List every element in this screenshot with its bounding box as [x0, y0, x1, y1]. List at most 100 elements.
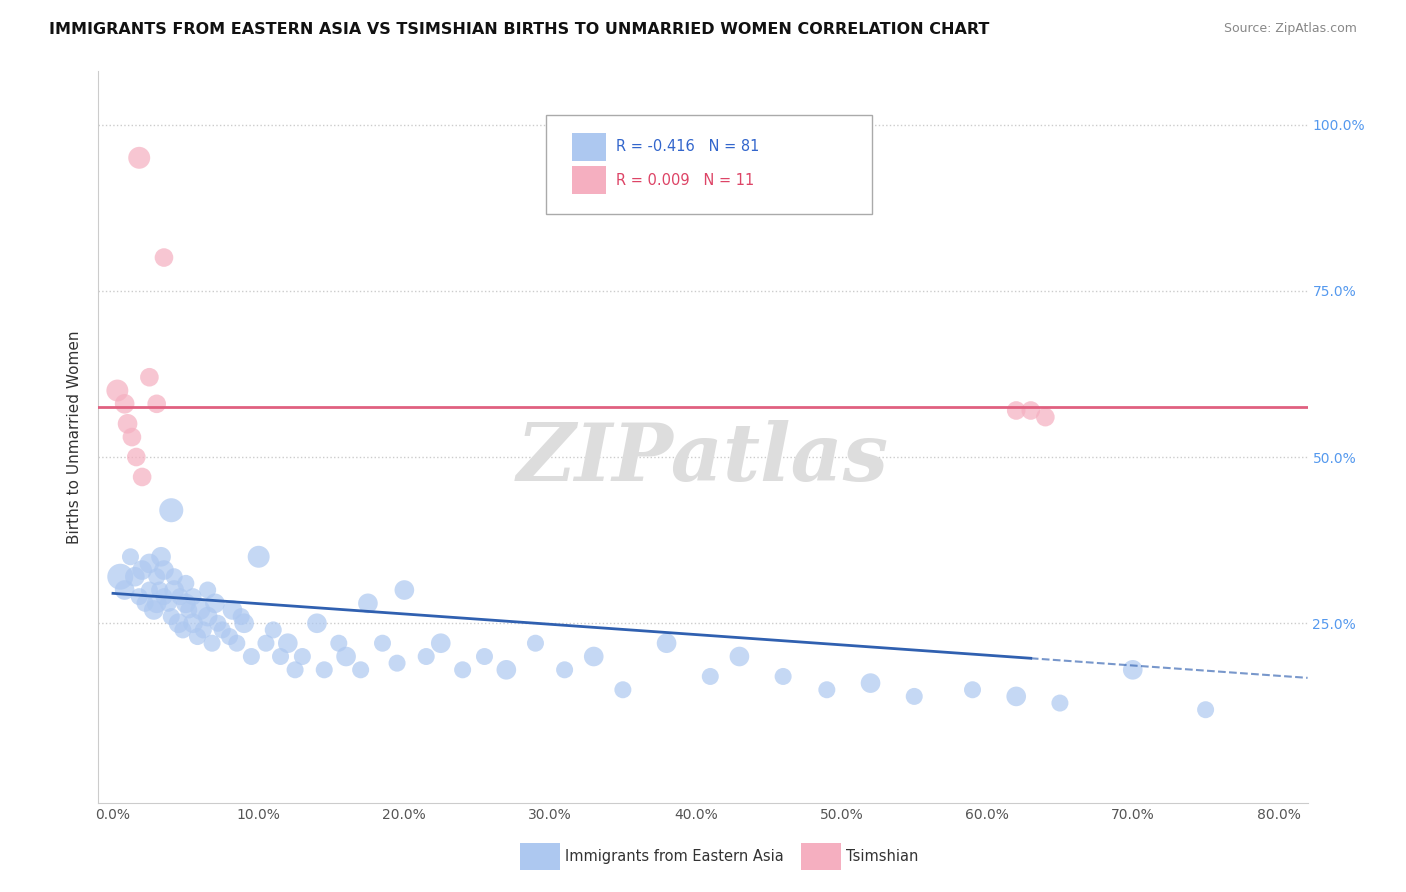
Point	[1122, 663, 1144, 677]
Point	[145, 397, 167, 411]
Point	[1194, 703, 1216, 717]
Point	[190, 603, 212, 617]
Point	[254, 636, 277, 650]
Point	[394, 582, 416, 597]
Point	[231, 609, 253, 624]
Point	[131, 470, 153, 484]
Point	[451, 663, 474, 677]
Point	[160, 609, 183, 624]
Point	[117, 417, 139, 431]
Point	[153, 251, 176, 265]
Text: R = 0.009   N = 11: R = 0.009 N = 11	[616, 173, 754, 188]
Point	[207, 616, 229, 631]
Point	[145, 596, 167, 610]
Point	[277, 636, 299, 650]
Point	[181, 590, 204, 604]
Point	[197, 609, 219, 624]
Point	[221, 603, 243, 617]
Point	[262, 623, 284, 637]
Point	[291, 649, 314, 664]
Point	[335, 649, 357, 664]
FancyBboxPatch shape	[572, 133, 606, 161]
Point	[524, 636, 547, 650]
Point	[218, 630, 240, 644]
Point	[153, 590, 176, 604]
Point	[554, 663, 576, 677]
Point	[121, 430, 143, 444]
Point	[197, 582, 219, 597]
Point	[328, 636, 350, 650]
Point	[160, 503, 183, 517]
Point	[167, 616, 190, 631]
Point	[284, 663, 307, 677]
Point	[233, 616, 256, 631]
Point	[385, 656, 408, 670]
Point	[150, 549, 173, 564]
Text: R = -0.416   N = 81: R = -0.416 N = 81	[616, 139, 759, 154]
Point	[142, 603, 165, 617]
Text: Source: ZipAtlas.com: Source: ZipAtlas.com	[1223, 22, 1357, 36]
Point	[128, 590, 150, 604]
Point	[1005, 403, 1028, 417]
Point	[163, 582, 186, 597]
Point	[1033, 410, 1056, 425]
Point	[172, 623, 194, 637]
Point	[655, 636, 678, 650]
Point	[314, 663, 336, 677]
Point	[125, 450, 148, 464]
Point	[305, 616, 328, 631]
Point	[415, 649, 437, 664]
Point	[157, 596, 180, 610]
FancyBboxPatch shape	[546, 115, 872, 214]
Point	[240, 649, 263, 664]
Point	[177, 603, 200, 617]
Point	[186, 630, 208, 644]
Point	[110, 570, 132, 584]
Point	[1049, 696, 1071, 710]
Point	[174, 576, 197, 591]
Point	[350, 663, 373, 677]
Point	[181, 616, 204, 631]
Point	[270, 649, 292, 664]
Point	[114, 397, 136, 411]
FancyBboxPatch shape	[572, 167, 606, 194]
Point	[962, 682, 984, 697]
Point	[1005, 690, 1028, 704]
Text: IMMIGRANTS FROM EASTERN ASIA VS TSIMSHIAN BIRTHS TO UNMARRIED WOMEN CORRELATION : IMMIGRANTS FROM EASTERN ASIA VS TSIMSHIA…	[49, 22, 990, 37]
Point	[474, 649, 496, 664]
Point	[225, 636, 247, 650]
Point	[145, 570, 167, 584]
Point	[903, 690, 925, 704]
Point	[131, 563, 153, 577]
Point	[128, 151, 150, 165]
Point	[174, 596, 197, 610]
Point	[357, 596, 380, 610]
Y-axis label: Births to Unmarried Women: Births to Unmarried Women	[67, 330, 83, 544]
Point	[582, 649, 605, 664]
Point	[859, 676, 882, 690]
Point	[247, 549, 270, 564]
Point	[114, 582, 136, 597]
Point	[193, 623, 215, 637]
Point	[699, 669, 721, 683]
Point	[612, 682, 634, 697]
Point	[204, 596, 226, 610]
Text: Tsimshian: Tsimshian	[846, 849, 918, 863]
Point	[120, 549, 142, 564]
Point	[728, 649, 751, 664]
Point	[124, 570, 146, 584]
Point	[1019, 403, 1042, 417]
Point	[153, 563, 176, 577]
Point	[105, 384, 128, 398]
Point	[138, 370, 160, 384]
Point	[815, 682, 838, 697]
Point	[201, 636, 224, 650]
Text: Immigrants from Eastern Asia: Immigrants from Eastern Asia	[565, 849, 785, 863]
Point	[138, 557, 160, 571]
Point	[211, 623, 233, 637]
Point	[149, 582, 172, 597]
Point	[138, 582, 160, 597]
Point	[495, 663, 517, 677]
Point	[169, 590, 191, 604]
Point	[772, 669, 794, 683]
